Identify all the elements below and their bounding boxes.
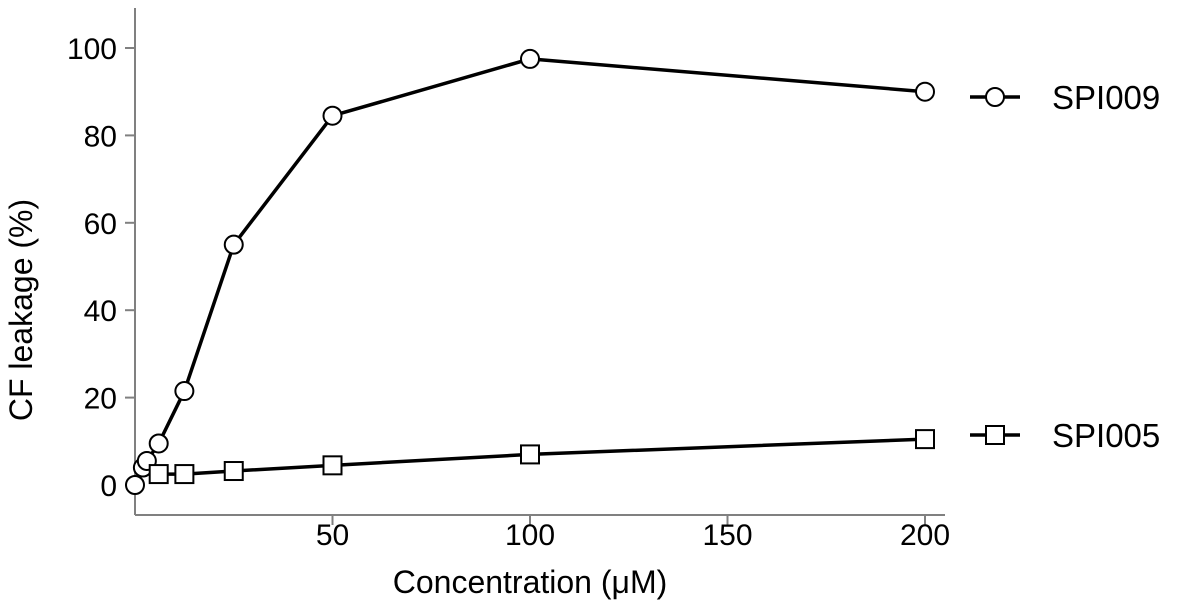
series-spi009 (125, 48, 935, 495)
data-point (125, 475, 145, 495)
series-line (158, 437, 926, 476)
data-point (174, 464, 195, 485)
data-point (223, 234, 244, 255)
y-tick-label: 0 (100, 470, 117, 503)
legend: SPI009 SPI005 (970, 79, 1160, 454)
x-tick-label: 200 (900, 519, 950, 552)
series-spi005 (148, 429, 935, 485)
x-tick-label: 150 (702, 519, 752, 552)
data-point (322, 455, 343, 476)
y-tick-label: 60 (84, 208, 117, 241)
data-point (915, 81, 935, 102)
y-tick-label: 100 (67, 33, 117, 66)
legend-marker (985, 87, 1005, 107)
data-point (174, 381, 195, 402)
x-tick-label: 50 (316, 519, 349, 552)
legend-entry-spi005: SPI005 (970, 417, 1160, 454)
series-line (133, 57, 926, 486)
data-point (322, 105, 343, 126)
y-axis-label: CF leakage (%) (3, 199, 39, 421)
x-tick-label: 100 (505, 519, 555, 552)
legend-label: SPI009 (1052, 79, 1160, 116)
legend-marker (985, 425, 1005, 445)
y-tick-label: 40 (84, 295, 117, 328)
data-point (148, 433, 169, 454)
data-point (223, 461, 244, 482)
data-point (520, 444, 540, 465)
y-tick-label: 80 (84, 120, 117, 153)
data-point (915, 429, 935, 450)
x-axis-label: Concentration (μM) (393, 564, 668, 600)
y-tick-label: 20 (84, 383, 117, 416)
legend-entry-spi009: SPI009 (970, 79, 1160, 116)
axes: 0 20 40 60 80 100 50 100 150 200 (67, 8, 950, 552)
legend-label: SPI005 (1052, 417, 1160, 454)
series-layer (125, 48, 935, 495)
data-point (520, 48, 540, 69)
data-point (148, 464, 169, 485)
